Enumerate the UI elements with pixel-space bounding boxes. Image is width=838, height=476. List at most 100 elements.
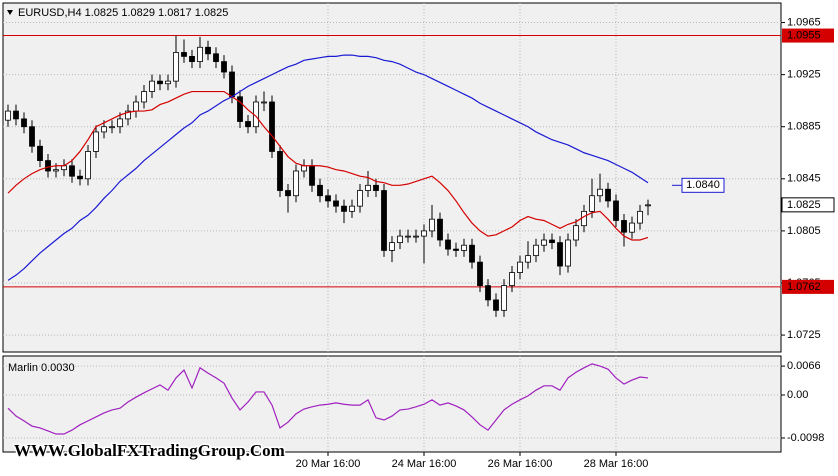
y-tick-label: -0.0098 [787,432,824,444]
candle-body [525,255,531,263]
candle-body [397,235,403,244]
level-label-box [782,28,834,43]
candle-body [173,52,179,82]
candle-body [309,165,315,186]
menu-arrow [7,10,13,15]
candle-body [461,244,467,251]
y-tick-label: 0.00 [787,389,808,401]
candle-body [501,285,507,311]
candle-body [485,285,491,301]
candle-body [445,239,451,250]
indicator-pane [2,355,782,453]
x-tick-label: 24 Mar 16:00 [392,458,457,470]
candle-body [589,195,595,212]
candle-body [637,210,643,224]
candle-body [269,101,275,152]
y-tick-label: 1.0845 [787,173,821,185]
candle-body [77,175,83,180]
candle-body [53,169,59,172]
candle-body [453,248,459,251]
x-tick-label: 28 Mar 16:00 [584,458,649,470]
candle-body [37,145,43,161]
candle-body [365,184,371,191]
moving-average [7,90,649,241]
candle-body [413,235,419,238]
candle-body [469,244,475,263]
candle-body [509,272,515,286]
candle-body [13,110,19,120]
candle-body [157,80,163,85]
y-tick-label: 1.0885 [787,121,821,133]
candle-body [5,110,11,121]
indicator-line [7,363,649,435]
candle-body [141,91,147,103]
y-tick-label: 1.0805 [787,225,821,237]
plot-layer: 1.09651.09251.08851.08451.08051.07651.07… [3,3,835,470]
candle-body [181,52,187,57]
candle-body [477,261,483,286]
candle-body [381,190,387,251]
y-tick-label: 0.0066 [787,360,821,372]
candle-body [21,118,27,128]
candle-body [229,71,235,98]
y-tick-label: 1.0965 [787,16,821,28]
candle-body [645,204,651,207]
candle-body [197,46,203,63]
candle-body [165,80,171,85]
candle-body [317,184,323,197]
candle-body [325,195,331,202]
candle-body [149,80,155,92]
candle-body [109,126,115,129]
candle-body [245,121,251,128]
y-tick-label: 1.0725 [787,329,821,341]
moving-average [7,54,649,281]
current-price-label: 1.0825 [787,199,821,211]
x-tick-label: 20 Mar 16:00 [296,458,361,470]
candle-body [389,242,395,251]
candle-body [301,165,307,172]
candle-body [373,184,379,191]
candle-body [277,151,283,191]
candle-body [573,225,579,241]
candle-body [125,110,131,120]
candle-body [85,151,91,180]
candle-body [581,210,587,227]
candle-body [613,200,619,221]
watermark: WWW.GlobalFXTradingGroup.Com [14,441,285,460]
candle-body [429,218,435,232]
candle-body [533,244,539,257]
x-tick-label: 26 Mar 16:00 [488,458,553,470]
candle-body [29,126,35,147]
candle-body [629,222,635,233]
price-tag-label: 1.0840 [686,179,720,191]
candle-body [213,53,219,63]
candle-body [69,165,75,177]
candle-body [189,55,195,63]
candle-body [565,239,571,267]
candle-body [597,188,603,197]
candle-body [405,235,411,238]
level-label-box [782,279,834,294]
price-tag-box [681,177,725,193]
candle-body [349,205,355,212]
current-price-box [781,197,835,213]
candle-body [557,242,563,267]
candle-body [93,131,99,152]
candle-body [45,160,51,172]
candle-body [517,261,523,273]
candle-body [205,46,211,55]
candle-body [605,188,611,202]
candle-body [261,101,267,104]
candle-body [293,170,299,197]
candle-body [493,299,499,311]
y-tick-label: 1.0925 [787,69,821,81]
level-label: 1.0955 [787,29,821,41]
candle-body [221,61,227,73]
main-pane [2,2,782,353]
candle-body [237,96,243,122]
candle-body [549,239,555,244]
candle-body [437,218,443,241]
candle-body [421,230,427,237]
